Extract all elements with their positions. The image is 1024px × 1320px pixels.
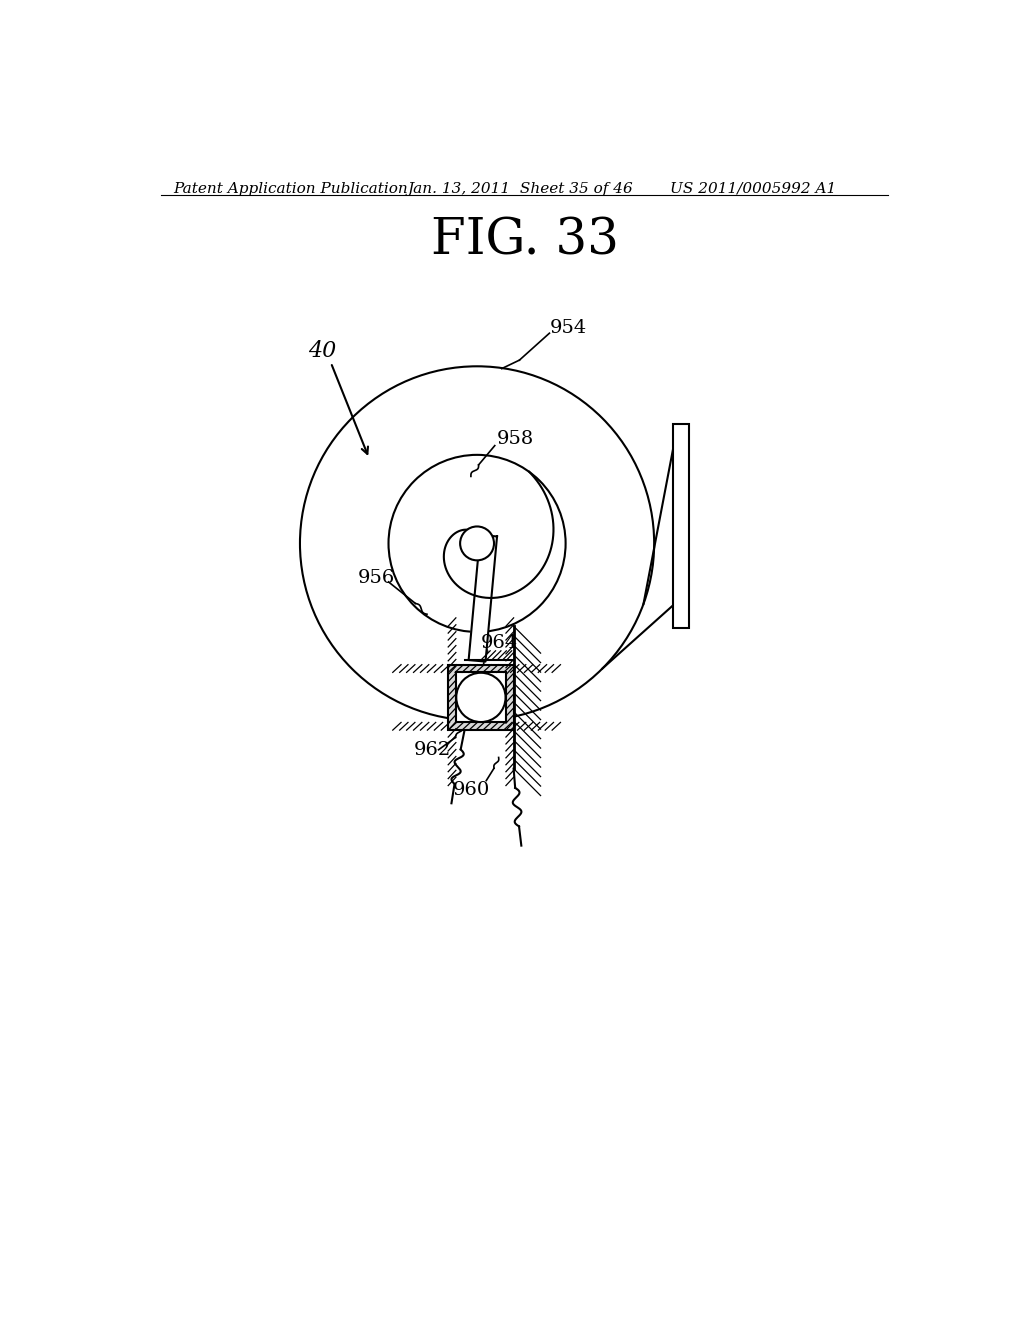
Text: Jan. 13, 2011  Sheet 35 of 46: Jan. 13, 2011 Sheet 35 of 46 (408, 182, 634, 195)
Text: 954: 954 (550, 319, 588, 337)
Bar (449, 665, 514, 730)
Text: 956: 956 (357, 569, 395, 587)
Text: Patent Application Publication: Patent Application Publication (173, 182, 408, 195)
Polygon shape (469, 535, 497, 661)
Text: 964: 964 (481, 635, 518, 652)
Circle shape (460, 527, 494, 561)
Text: 958: 958 (497, 430, 534, 449)
Bar (456, 672, 506, 722)
Text: FIG. 33: FIG. 33 (431, 216, 618, 265)
Text: 40: 40 (307, 341, 336, 362)
Text: US 2011/0005992 A1: US 2011/0005992 A1 (670, 182, 836, 195)
Text: 962: 962 (414, 741, 452, 759)
Text: 960: 960 (453, 780, 489, 799)
Bar (674, 424, 689, 628)
Circle shape (457, 673, 506, 722)
